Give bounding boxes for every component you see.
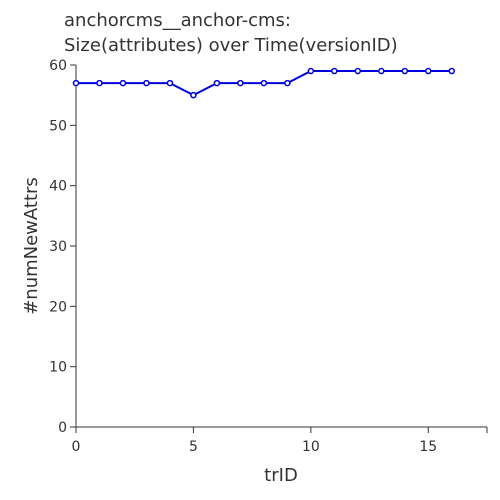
- y-tick-label: 10: [49, 360, 67, 376]
- data-point: [166, 79, 174, 87]
- x-tick-label: 5: [189, 439, 198, 455]
- data-point: [448, 67, 456, 75]
- data-point: [72, 79, 80, 87]
- data-point: [354, 67, 362, 75]
- chart-title-line-1: anchorcms__anchor-cms:: [64, 10, 291, 31]
- chart-title: anchorcms__anchor-cms: Size(attributes) …: [64, 10, 398, 56]
- y-tick-label: 30: [49, 239, 67, 255]
- x-axis-label: trID: [264, 465, 298, 486]
- y-tick-label: 0: [58, 420, 67, 436]
- y-tick-label: 50: [49, 118, 67, 134]
- y-axis-label: #numNewAttrs: [21, 177, 42, 315]
- data-point: [378, 67, 385, 75]
- data-point: [260, 79, 268, 87]
- x-axis-ticks: 0 5 10 15: [72, 427, 488, 455]
- y-tick-label: 20: [49, 299, 67, 315]
- data-point: [119, 79, 127, 87]
- data-point: [96, 79, 103, 87]
- y-tick-label: 60: [49, 58, 67, 74]
- x-tick-label: 10: [302, 439, 320, 455]
- data-point: [284, 79, 291, 87]
- y-tick-label: 40: [49, 179, 67, 195]
- data-point: [237, 79, 244, 87]
- x-tick-label: 15: [419, 439, 437, 455]
- data-point: [213, 79, 221, 87]
- chart-title-line-2: Size(attributes) over Time(versionID): [64, 35, 398, 56]
- data-point: [307, 67, 315, 75]
- data-point: [190, 91, 197, 99]
- data-point: [401, 67, 409, 75]
- x-tick-label: 0: [72, 439, 81, 455]
- series-points: [72, 67, 456, 99]
- data-point: [143, 79, 150, 87]
- y-axis-ticks: 0 10 20 30 40 50 60: [49, 58, 76, 436]
- data-point: [425, 67, 432, 75]
- data-point: [331, 67, 338, 75]
